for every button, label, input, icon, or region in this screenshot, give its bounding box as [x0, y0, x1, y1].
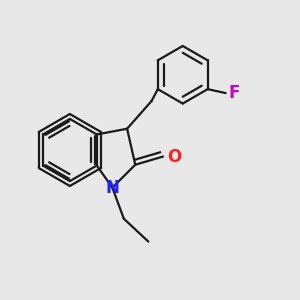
Text: F: F [229, 84, 240, 102]
Text: N: N [105, 178, 119, 196]
Text: O: O [167, 148, 181, 166]
